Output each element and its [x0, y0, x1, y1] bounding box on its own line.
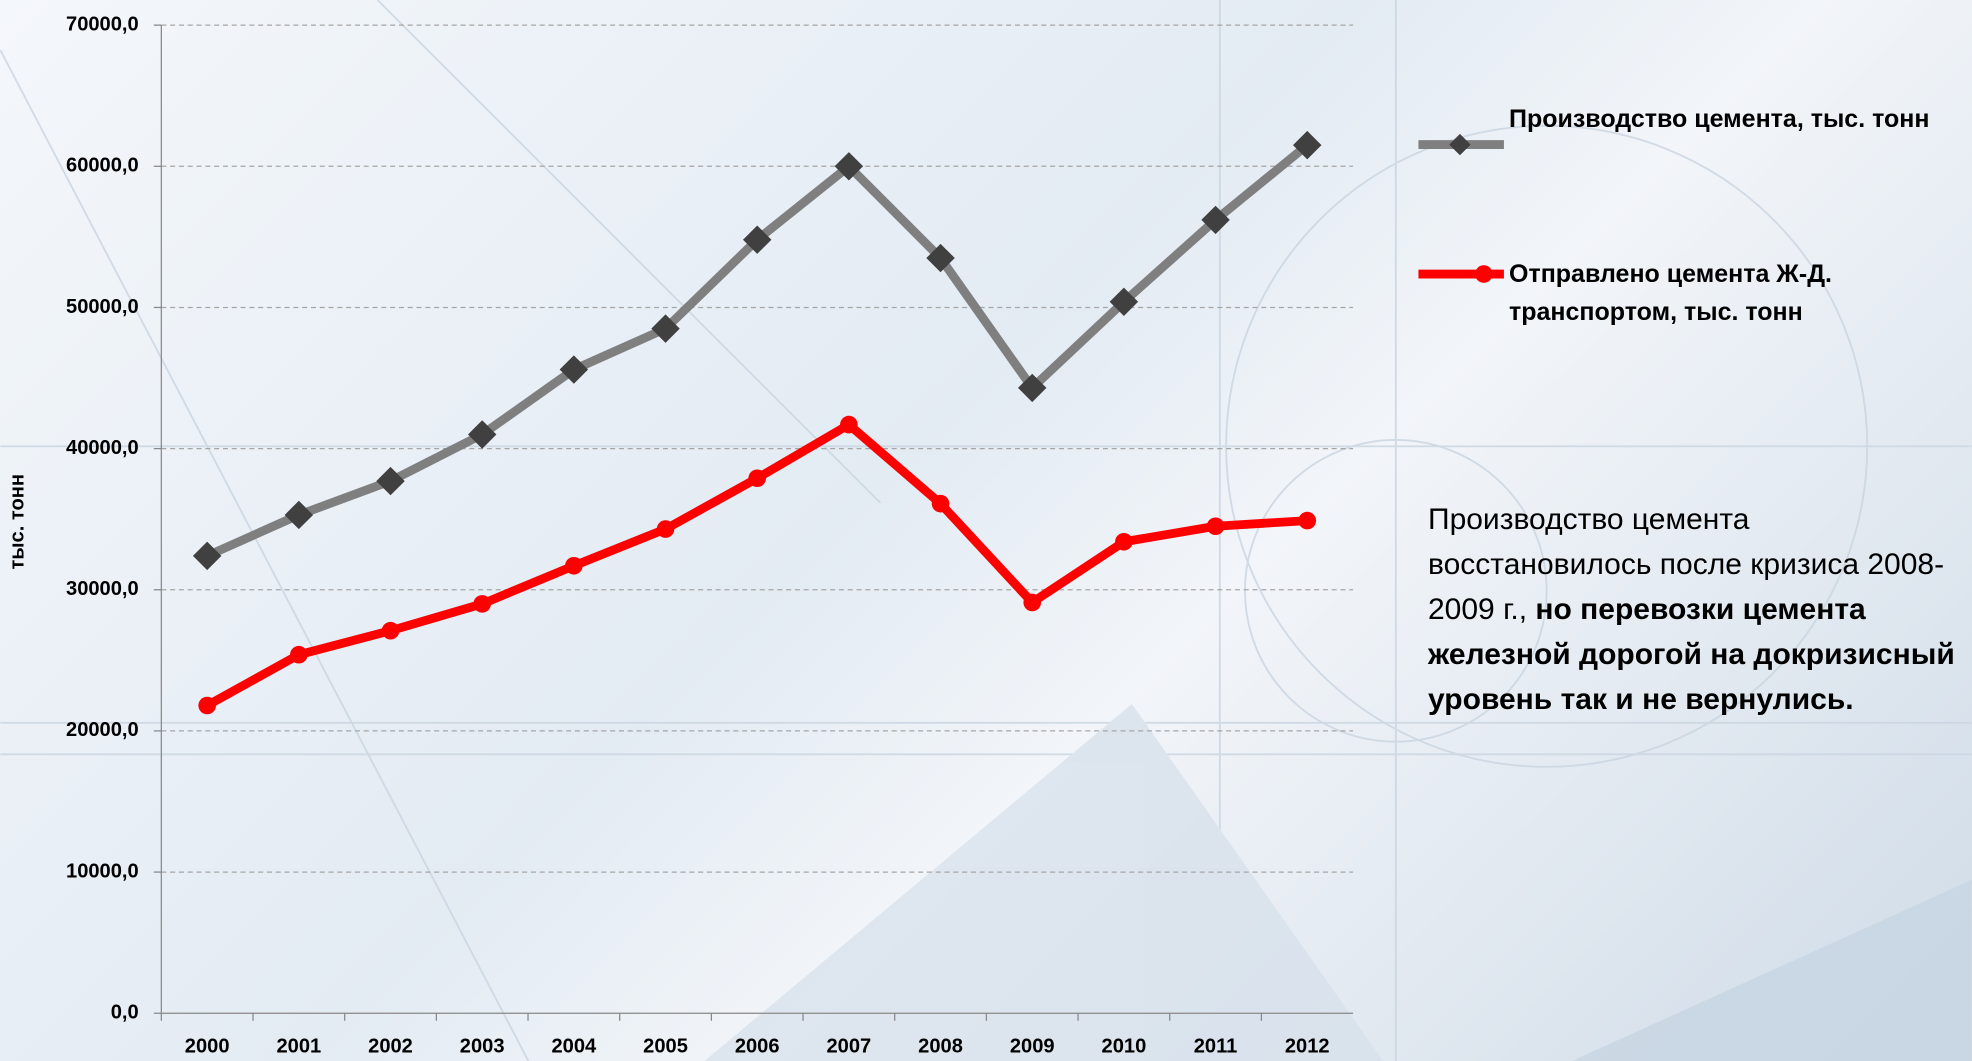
- annotation-bold: но перевозки цемента железной дорогой на…: [1428, 593, 1955, 716]
- marker: [840, 415, 858, 434]
- legend-entry: Производство цемента, тыс. тонн: [1509, 105, 1930, 133]
- legend-marker: [1449, 133, 1471, 156]
- y-tick-label: 10000,0: [66, 860, 139, 882]
- marker: [1206, 517, 1225, 536]
- x-tick-label: 2006: [735, 1035, 780, 1057]
- marker: [284, 500, 314, 530]
- marker: [565, 556, 583, 575]
- marker: [748, 469, 767, 488]
- marker: [467, 420, 497, 449]
- marker: [651, 314, 680, 343]
- x-tick-label: 2009: [1010, 1035, 1055, 1057]
- x-tick-label: 2008: [918, 1035, 963, 1057]
- x-tick-label: 2010: [1102, 1035, 1147, 1057]
- marker: [376, 466, 405, 496]
- x-tick-label: 2005: [643, 1035, 688, 1057]
- y-axis-label: тыс. тонн: [6, 474, 28, 570]
- x-tick-label: 2012: [1285, 1035, 1330, 1057]
- series-line: [205, 141, 1311, 560]
- marker: [473, 595, 491, 613]
- annotation: Производство цемента восстановилось посл…: [1428, 497, 1968, 722]
- y-tick-label: 40000,0: [66, 437, 139, 459]
- x-tick-label: 2003: [460, 1035, 505, 1057]
- marker: [290, 645, 308, 664]
- marker: [931, 494, 950, 513]
- x-tick-label: 2001: [276, 1035, 321, 1057]
- marker: [1018, 373, 1047, 403]
- marker: [1293, 130, 1322, 160]
- y-tick-label: 70000,0: [66, 13, 139, 35]
- marker: [1115, 532, 1133, 551]
- x-tick-label: 2000: [185, 1035, 230, 1057]
- legend-entry: Отправлено цемента Ж-Д. транспортом, тыс…: [1509, 260, 1832, 326]
- x-tick-label: 2007: [827, 1035, 872, 1057]
- x-tick-label: 2004: [551, 1035, 597, 1057]
- marker: [656, 520, 675, 538]
- y-tick-label: 30000,0: [66, 578, 139, 600]
- marker: [1023, 593, 1042, 612]
- marker: [559, 355, 589, 384]
- y-tick-label: 0,0: [111, 1002, 139, 1024]
- y-tick-label: 20000,0: [66, 719, 139, 741]
- marker: [192, 541, 222, 571]
- annotation-text: Производство цемента восстановилось посл…: [1428, 503, 1945, 626]
- marker: [198, 696, 216, 715]
- marker: [1298, 511, 1317, 530]
- legend-marker: [1475, 265, 1493, 283]
- marker: [381, 621, 400, 640]
- x-tick-label: 2011: [1194, 1035, 1238, 1057]
- y-tick-label: 50000,0: [66, 296, 139, 318]
- y-tick-label: 60000,0: [66, 155, 139, 177]
- x-tick-label: 2002: [368, 1035, 413, 1057]
- series-line: [205, 420, 1308, 710]
